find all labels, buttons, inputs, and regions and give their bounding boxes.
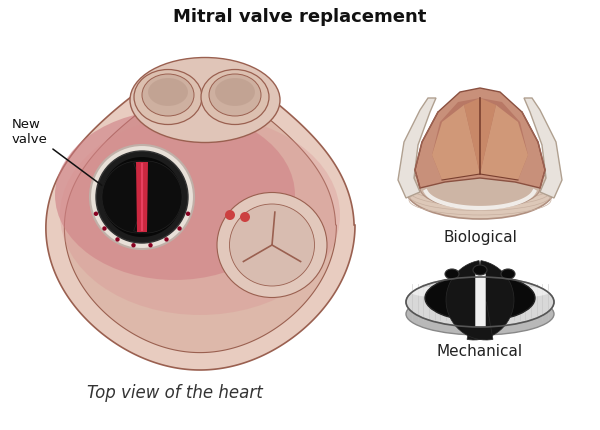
Ellipse shape — [410, 285, 550, 300]
Ellipse shape — [473, 265, 487, 275]
Circle shape — [164, 237, 169, 242]
Polygon shape — [432, 105, 480, 180]
Wedge shape — [467, 261, 514, 340]
Ellipse shape — [217, 193, 327, 298]
Circle shape — [102, 157, 182, 237]
Ellipse shape — [425, 275, 535, 321]
Wedge shape — [102, 161, 151, 233]
Polygon shape — [398, 98, 436, 198]
Polygon shape — [475, 272, 485, 326]
Ellipse shape — [55, 110, 295, 280]
Ellipse shape — [501, 269, 515, 279]
Text: Biological: Biological — [443, 230, 517, 245]
Ellipse shape — [406, 293, 554, 335]
Circle shape — [178, 226, 182, 231]
Circle shape — [115, 237, 120, 242]
Ellipse shape — [215, 78, 255, 106]
Text: Top view of the heart: Top view of the heart — [87, 384, 263, 402]
Text: Mitral valve replacement: Mitral valve replacement — [173, 8, 427, 26]
Text: New
valve: New valve — [12, 118, 102, 185]
Ellipse shape — [406, 277, 554, 327]
Ellipse shape — [148, 78, 188, 106]
Ellipse shape — [201, 70, 269, 125]
Polygon shape — [136, 162, 148, 232]
Circle shape — [131, 243, 136, 247]
Ellipse shape — [134, 70, 202, 125]
Wedge shape — [134, 161, 182, 233]
Text: Mechanical: Mechanical — [437, 344, 523, 359]
Polygon shape — [46, 65, 355, 370]
Circle shape — [94, 212, 98, 216]
Ellipse shape — [60, 115, 340, 315]
Ellipse shape — [445, 269, 459, 279]
Ellipse shape — [229, 204, 314, 286]
Polygon shape — [432, 98, 528, 180]
Circle shape — [90, 145, 194, 249]
Polygon shape — [464, 98, 496, 174]
Circle shape — [225, 210, 235, 220]
Ellipse shape — [142, 74, 194, 116]
Ellipse shape — [209, 74, 261, 116]
Polygon shape — [524, 98, 562, 198]
Circle shape — [240, 212, 250, 222]
Polygon shape — [480, 105, 528, 180]
Circle shape — [186, 212, 190, 216]
Circle shape — [96, 151, 188, 243]
Ellipse shape — [406, 161, 554, 219]
Wedge shape — [446, 261, 493, 340]
Circle shape — [148, 243, 153, 247]
Circle shape — [102, 226, 107, 231]
Polygon shape — [64, 84, 337, 353]
Ellipse shape — [420, 167, 540, 209]
Polygon shape — [415, 88, 545, 188]
Ellipse shape — [130, 58, 280, 142]
Ellipse shape — [121, 176, 173, 218]
